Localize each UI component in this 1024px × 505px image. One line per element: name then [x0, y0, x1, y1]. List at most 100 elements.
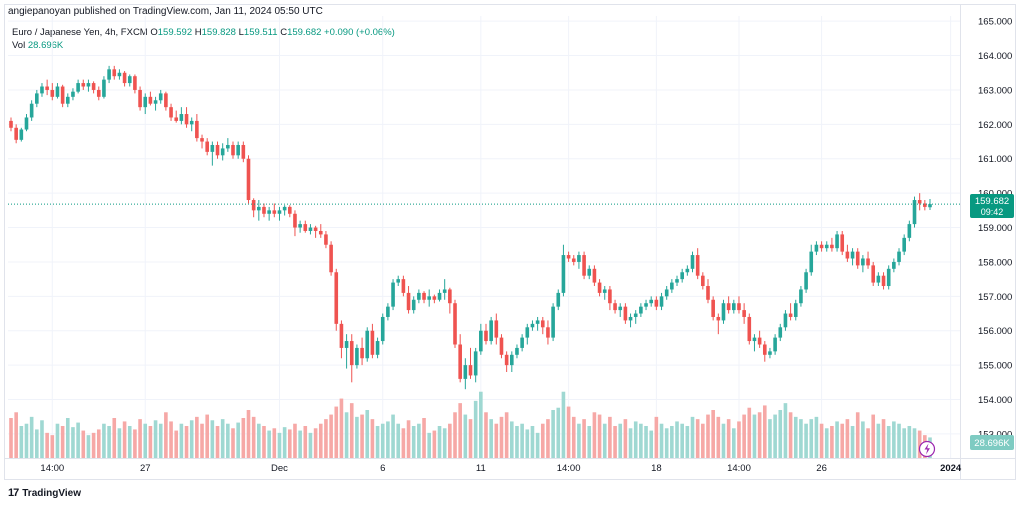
price-tick-label: 161.000	[978, 154, 1012, 165]
candle-body	[257, 206, 261, 211]
candle	[432, 294, 437, 304]
candle	[644, 299, 648, 311]
price-tick-label: 155.000	[978, 361, 1012, 372]
candle	[561, 244, 566, 297]
candle	[866, 251, 870, 269]
candle	[747, 313, 752, 345]
volume-bar	[535, 432, 540, 458]
price-badges: 159.682 09:42 28.696K	[918, 194, 1014, 458]
volume-bar	[804, 423, 808, 458]
candle	[628, 313, 633, 328]
price-axis[interactable]: 153.000 154.000 155.000 156.000 157.000 158.0…	[978, 17, 1012, 441]
candle-body	[334, 272, 339, 324]
candle-body	[690, 255, 695, 269]
candle-body	[365, 330, 370, 359]
volume-bar	[602, 423, 607, 458]
volume-bar	[613, 426, 617, 458]
candle	[406, 286, 411, 314]
candle-body	[91, 83, 96, 90]
candle	[675, 275, 679, 287]
candle	[257, 200, 261, 221]
high-label: H	[194, 27, 202, 38]
candle-body	[24, 117, 29, 130]
candle-body	[509, 354, 514, 366]
candle-body	[732, 303, 736, 311]
candle	[282, 205, 287, 216]
candle-body	[747, 316, 752, 342]
candle-body	[556, 292, 561, 307]
candle-body	[633, 313, 638, 317]
candle-body	[45, 86, 49, 90]
volume-bar	[396, 423, 401, 458]
volume-bar	[737, 421, 741, 458]
volume-bar	[716, 416, 721, 458]
volume-bar	[60, 426, 65, 458]
candle	[861, 255, 865, 273]
volume-bar	[468, 419, 473, 458]
candle	[509, 351, 514, 373]
time-tick-label: 6	[380, 463, 385, 474]
candle-body	[793, 303, 798, 317]
volume-bar	[644, 426, 648, 458]
volume-bar	[411, 426, 416, 458]
candle	[246, 155, 251, 204]
candle	[324, 230, 328, 249]
candle	[117, 69, 122, 80]
candle-body	[417, 292, 421, 300]
volume-bar	[525, 429, 530, 458]
candle	[148, 91, 153, 106]
candle-body	[530, 323, 535, 328]
volume-legend: Vol 28.696K	[12, 40, 63, 51]
candle-body	[329, 244, 333, 273]
candle-body	[892, 261, 896, 269]
volume-bar	[783, 403, 788, 458]
candle	[664, 286, 669, 300]
price-tick-label: 159.000	[978, 223, 1012, 234]
candle-body	[566, 255, 571, 259]
candle	[551, 303, 555, 342]
candle	[360, 337, 364, 366]
volume-bar	[917, 430, 922, 458]
candle	[726, 296, 731, 314]
candle-body	[644, 303, 648, 307]
candle-body	[127, 76, 132, 84]
candle-body	[9, 120, 13, 128]
candle	[143, 93, 148, 115]
volume-bar	[515, 426, 519, 458]
volume-bar	[272, 428, 277, 458]
candle-body	[582, 255, 586, 276]
candle-body	[220, 148, 225, 156]
candle	[107, 65, 111, 84]
candle-body	[850, 251, 855, 259]
volume-bar	[143, 423, 148, 458]
candle-body	[308, 227, 313, 231]
candle-body	[499, 337, 504, 355]
footer-brand[interactable]: 17 TradingView	[8, 487, 81, 499]
candles	[9, 65, 932, 390]
symbol-name: Euro / Japanese Yen, 4h, FXCM	[12, 27, 148, 38]
low-value: 159.511	[243, 27, 278, 38]
candle-body	[639, 306, 643, 314]
volume-bar	[91, 432, 96, 458]
candle-body	[659, 296, 664, 307]
candle-body	[226, 144, 230, 149]
volume-bar	[391, 414, 395, 458]
candle-body	[117, 72, 122, 77]
change-value: +0.090 (+0.06%)	[324, 27, 395, 38]
candle	[427, 289, 432, 307]
candle	[912, 196, 917, 228]
candle-body	[318, 230, 323, 235]
candle	[556, 289, 561, 311]
candle-body	[737, 303, 741, 311]
chart-frame	[4, 4, 1016, 480]
volume-bar	[551, 410, 555, 458]
volume-bar	[195, 416, 199, 458]
candle	[897, 248, 901, 266]
candle-body	[871, 265, 876, 283]
candle	[417, 289, 421, 304]
candle	[530, 320, 535, 331]
candle	[442, 279, 447, 300]
countdown-text: 09:42	[981, 207, 1004, 217]
